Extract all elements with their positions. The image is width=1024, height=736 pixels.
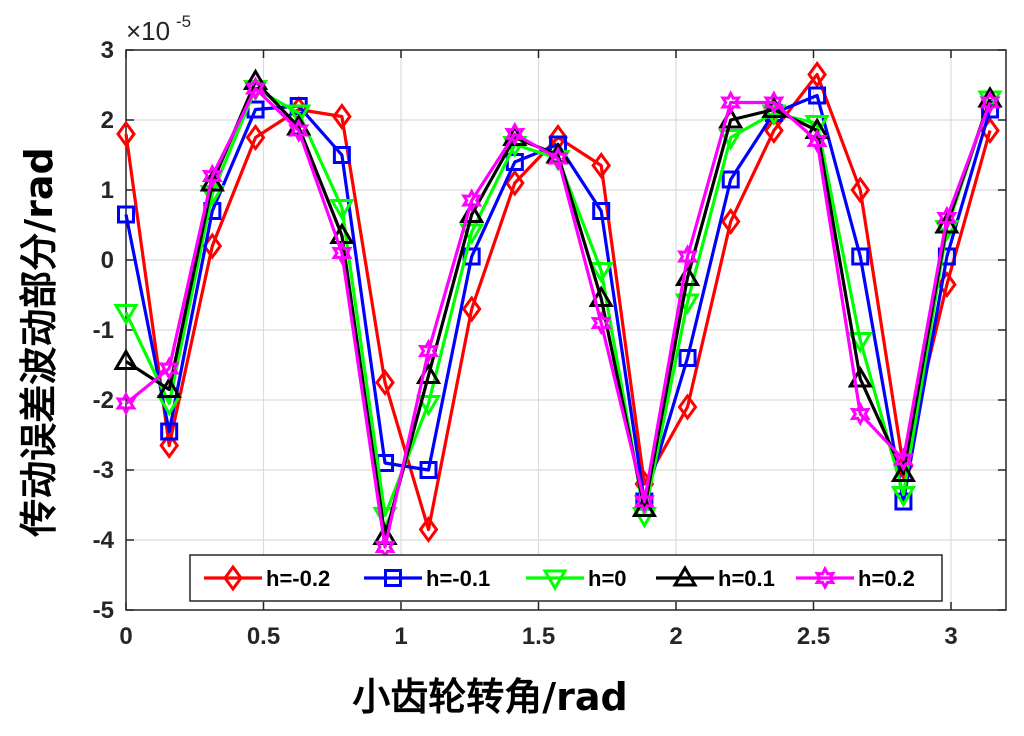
marker-triangle-down (113, 304, 139, 326)
y-exponent-label: ×10 -5 (126, 12, 191, 46)
marker-diamond (677, 393, 698, 421)
marker-diamond (807, 60, 827, 89)
marker-square (808, 86, 827, 105)
marker-square (678, 349, 697, 367)
marker-hexagram (806, 128, 828, 154)
y-tick-label: -4 (93, 527, 115, 554)
marker-diamond (764, 116, 784, 145)
marker-square (419, 461, 438, 479)
y-tick-label: 2 (101, 107, 114, 134)
legend-item: h=0.1 (656, 565, 775, 591)
marker-hexagram (849, 401, 871, 427)
legend-item: h=0 (526, 566, 627, 591)
legend-label: h=-0.2 (266, 566, 330, 591)
legend-label: h=0.2 (858, 566, 915, 591)
y-tick-label: 3 (101, 37, 114, 64)
marker-hexagram (504, 121, 526, 147)
marker-hexagram (201, 163, 223, 189)
marker-hexagram (547, 146, 569, 171)
marker-triangle-up (890, 460, 917, 482)
marker-hexagram (461, 188, 483, 213)
marker-triangle-down (804, 115, 830, 137)
marker-hexagram (720, 90, 742, 115)
marker-diamond (504, 169, 525, 197)
x-tick-label: 0.5 (247, 623, 280, 650)
x-tick-label: 1.5 (522, 623, 555, 650)
marker-diamond (375, 368, 395, 397)
marker-triangle-up (156, 376, 182, 398)
marker-hexagram (936, 205, 958, 231)
series-h=0.2 (115, 76, 1001, 560)
series (113, 60, 1003, 560)
y-tick-label: 1 (101, 177, 114, 204)
marker-hexagram (633, 489, 655, 514)
y-tick-label: -5 (93, 597, 114, 624)
legend-label: h=-0.1 (426, 566, 490, 591)
marker-hexagram (892, 447, 914, 472)
marker-triangle-down (329, 199, 355, 221)
marker-triangle-down (890, 486, 917, 508)
x-axis-title: 小齿轮转角/rad (352, 675, 627, 719)
marker-square (851, 247, 870, 266)
marker-diamond (461, 295, 482, 323)
marker-triangle-up (672, 565, 698, 587)
marker-triangle-down (286, 104, 312, 126)
marker-hexagram (417, 338, 440, 364)
marker-square (160, 422, 179, 441)
marker-square (592, 202, 611, 220)
marker-diamond (850, 176, 871, 204)
y-tick-label: 0 (101, 247, 114, 274)
marker-diamond (332, 102, 352, 131)
x-tick-label: 1 (394, 623, 407, 650)
marker-square (721, 170, 740, 189)
marker-hexagram (979, 90, 1001, 115)
marker-hexagram (288, 118, 310, 143)
marker-hexagram (814, 565, 836, 591)
marker-triangle-down (761, 104, 787, 126)
marker-diamond (245, 123, 266, 152)
marker-triangle-up (113, 348, 139, 370)
legend-item: h=-0.1 (364, 566, 490, 591)
marker-diamond (720, 207, 741, 236)
marker-triangle-up (804, 117, 830, 139)
marker-square (117, 205, 135, 224)
y-tick-label: -3 (93, 457, 114, 484)
marker-square (384, 569, 402, 587)
marker-hexagram (677, 244, 699, 269)
marker-hexagram (763, 90, 785, 115)
marker-diamond (159, 431, 180, 460)
marker-hexagram (331, 240, 353, 266)
legend-item: h=0.2 (796, 565, 915, 591)
series-line (124, 86, 992, 549)
marker-square (332, 146, 351, 164)
y-exponent-power: -5 (176, 12, 191, 31)
x-tick-label: 3 (944, 623, 957, 650)
marker-diamond (223, 564, 243, 592)
y-exponent-base: ×10 (126, 16, 170, 46)
marker-diamond (591, 151, 612, 180)
marker-hexagram (590, 310, 612, 336)
legend-item: h=-0.2 (204, 564, 330, 592)
marker-triangle-down (542, 569, 568, 591)
marker-hexagram (115, 391, 137, 416)
x-tick-label: 2.5 (797, 623, 830, 650)
marker-triangle-up (588, 285, 614, 307)
marker-hexagram (158, 356, 180, 381)
marker-triangle-down (415, 395, 442, 417)
marker-diamond (418, 515, 439, 544)
y-axis-title: 传动误差波动部分/rad (17, 147, 61, 537)
axes: 0 0.5 1 1.5 2 2.5 3 -5 -4 -3 -2 -1 0 1 2 3 (93, 37, 1007, 650)
legend-label: h=0.1 (718, 566, 775, 591)
marker-hexagram (244, 76, 267, 101)
legend: h=-0.2 h=-0.1 h=0 h=0.1 h=0.2 (189, 554, 943, 602)
x-tick-label: 2 (669, 623, 682, 650)
x-tick-label: 0 (119, 623, 132, 650)
y-tick-label: -1 (93, 317, 114, 344)
y-tick-label: -2 (93, 387, 114, 414)
legend-label: h=0 (588, 566, 627, 591)
marker-triangle-down (588, 262, 614, 284)
series-line (125, 79, 992, 539)
marker-diamond (116, 120, 136, 148)
